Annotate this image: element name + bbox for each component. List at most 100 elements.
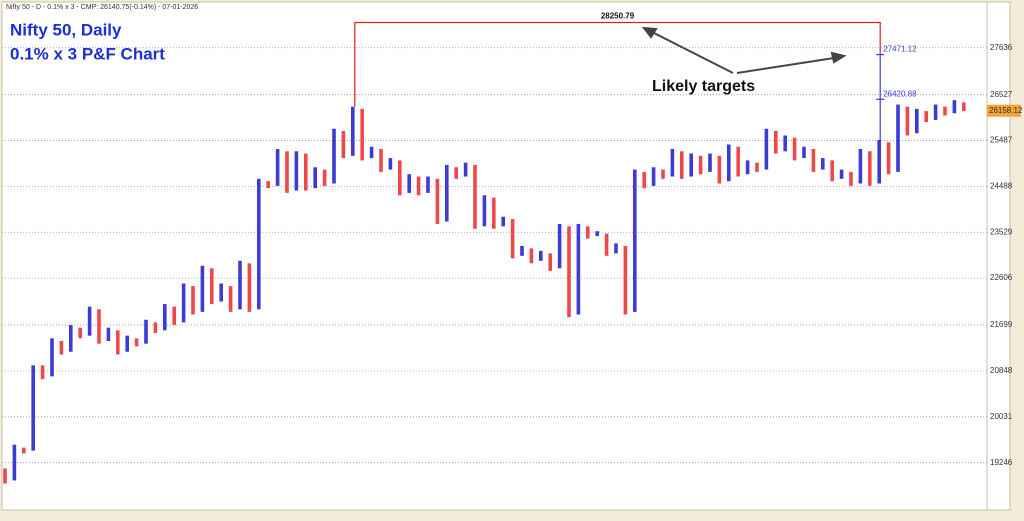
pnf-column	[351, 106, 355, 156]
target-label: 26420.88	[883, 89, 917, 98]
pnf-column	[520, 245, 524, 256]
pnf-column	[360, 108, 364, 161]
y-tick-label: 24488	[990, 182, 1013, 191]
y-tick-label: 22606	[990, 273, 1013, 282]
pnf-column	[78, 327, 82, 339]
pnf-column	[943, 106, 947, 116]
pnf-column	[172, 306, 176, 326]
pnf-column	[539, 250, 543, 261]
pnf-column	[106, 327, 111, 341]
pnf-column	[548, 253, 552, 271]
pnf-column	[962, 102, 966, 112]
pnf-column	[745, 160, 750, 175]
pnf-column	[69, 325, 73, 352]
pnf-column	[708, 153, 712, 172]
pnf-column	[839, 169, 844, 179]
pnf-column	[774, 131, 778, 154]
pnf-column	[219, 283, 223, 302]
pnf-column	[595, 231, 599, 237]
pnf-column	[313, 167, 317, 189]
last-price-label: 26158.12	[989, 106, 1023, 115]
pnf-column	[294, 151, 299, 191]
pnf-column	[727, 144, 731, 182]
pnf-column	[811, 149, 816, 172]
pnf-column	[181, 283, 186, 323]
pnf-column	[586, 226, 590, 239]
pnf-column	[445, 164, 449, 222]
pnf-column	[529, 248, 534, 264]
y-tick-label: 23529	[990, 227, 1013, 236]
pnf-column	[633, 169, 637, 312]
pnf-column	[802, 146, 806, 159]
pnf-column	[473, 164, 477, 229]
pnf-column	[604, 233, 609, 256]
pnf-column	[482, 195, 487, 227]
pnf-column	[821, 158, 825, 170]
pnf-column	[905, 106, 910, 136]
pnf-column	[304, 153, 308, 191]
annotation: Likely targets	[652, 78, 755, 95]
pnf-column	[228, 286, 233, 312]
pnf-column	[407, 174, 411, 193]
y-tick-label: 27636	[990, 43, 1013, 52]
pnf-column	[285, 151, 289, 193]
pnf-column	[792, 137, 797, 161]
pnf-column	[341, 131, 346, 159]
pnf-column	[849, 171, 853, 186]
pnf-column	[40, 365, 45, 380]
pnf-column	[736, 146, 740, 177]
y-tick-label: 25487	[990, 136, 1013, 145]
pnf-column	[755, 162, 759, 172]
pnf-column	[783, 135, 787, 152]
pnf-column	[125, 335, 129, 352]
pnf-column	[210, 268, 214, 305]
y-tick-label: 19246	[990, 458, 1013, 467]
pnf-column	[463, 162, 468, 177]
pnf-column	[266, 181, 270, 189]
pnf-column	[915, 108, 919, 134]
y-tick-label: 21699	[990, 320, 1013, 329]
pnf-column	[642, 171, 646, 189]
pnf-column	[388, 158, 393, 170]
pnf-column	[200, 265, 205, 312]
pnf-column	[454, 167, 458, 179]
pnf-column	[257, 178, 261, 310]
pnf-column	[896, 104, 900, 172]
target-label: 27471.12	[883, 45, 917, 54]
pnf-column	[435, 178, 440, 224]
pnf-column	[398, 160, 402, 196]
pnf-column	[144, 319, 148, 344]
pnf-column	[698, 155, 703, 175]
pnf-column	[868, 151, 872, 186]
pnf-column	[670, 149, 675, 177]
pnf-column	[764, 128, 769, 170]
pnf-column	[661, 169, 665, 179]
pnf-column	[501, 216, 505, 227]
pnf-column	[97, 309, 101, 344]
arrows	[641, 26, 847, 74]
pnf-column	[416, 176, 421, 196]
y-tick-label: 20848	[990, 366, 1013, 375]
pnf-column	[369, 146, 374, 159]
pnf-column	[134, 338, 139, 347]
pnf-column	[12, 444, 17, 481]
pnf-column	[510, 219, 515, 259]
pnf-column	[651, 167, 656, 186]
chart-title: Nifty 50, Daily	[10, 20, 122, 39]
target-bracket	[354, 21, 881, 107]
pnf-column	[886, 142, 891, 175]
pnf-column	[31, 365, 35, 451]
pnf-column	[567, 226, 571, 318]
pnf-column	[680, 151, 684, 179]
header: Nifty 50 - D - 0.1% x 3 - CMP: 26140.75(…	[6, 4, 198, 11]
pnf-column	[877, 139, 881, 184]
pnf-column	[153, 322, 158, 333]
pnf-column	[238, 260, 242, 310]
pnf-column	[116, 330, 120, 355]
pnf-column	[163, 304, 167, 331]
pnf-column	[59, 340, 64, 355]
pnf-column	[247, 263, 252, 312]
pnf-column	[22, 447, 26, 454]
pnf-column	[3, 468, 7, 484]
pnf-column	[332, 128, 336, 184]
